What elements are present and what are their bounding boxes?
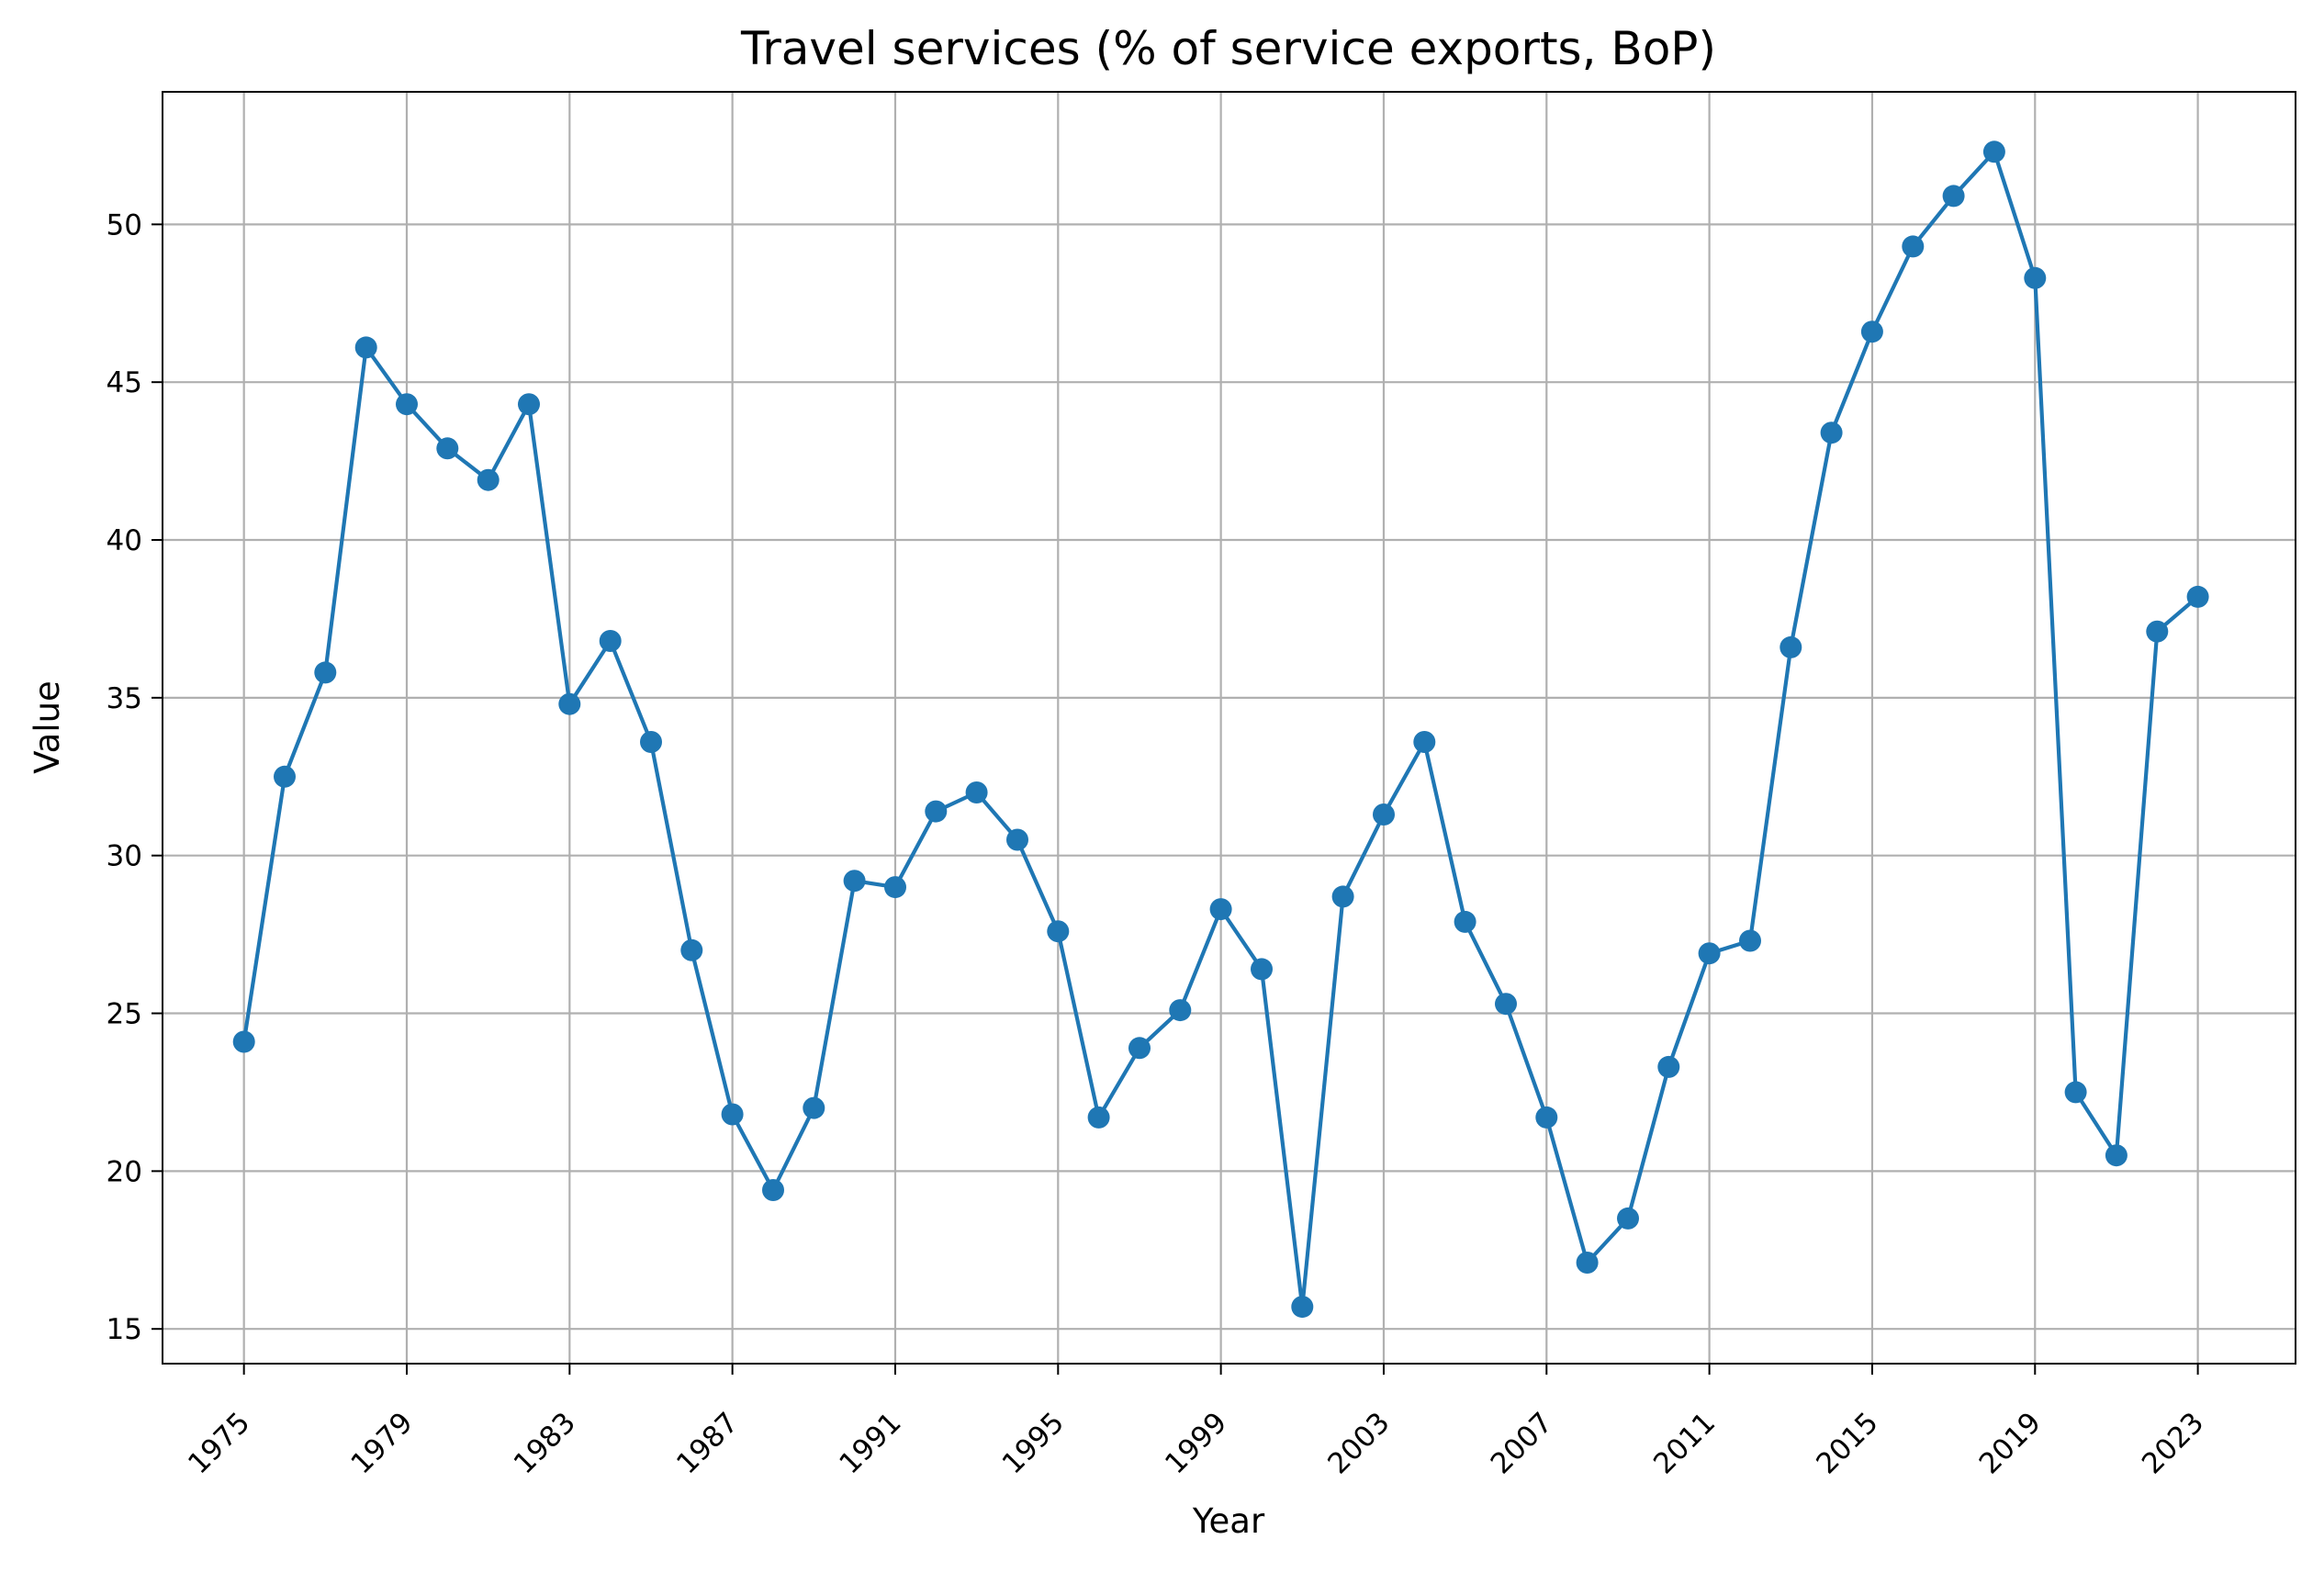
y-tick-label: 25 bbox=[107, 998, 142, 1031]
data-point bbox=[436, 437, 459, 460]
data-point bbox=[1942, 185, 1965, 208]
y-axis-label: Value bbox=[28, 680, 67, 774]
chart-title: Travel services (% of service exports, B… bbox=[740, 22, 1716, 75]
x-tick-label: 1991 bbox=[833, 1406, 907, 1480]
data-point bbox=[1779, 635, 1802, 658]
x-tick-label: 1983 bbox=[508, 1406, 582, 1480]
y-tick-label: 35 bbox=[107, 682, 142, 715]
data-point bbox=[1982, 140, 2005, 163]
x-axis-label: Year bbox=[1192, 1501, 1265, 1541]
data-point bbox=[1698, 942, 1721, 965]
data-point bbox=[1209, 898, 1232, 921]
data-point bbox=[1413, 731, 1436, 753]
data-point bbox=[1331, 885, 1354, 908]
x-tick-label: 2019 bbox=[1973, 1406, 2048, 1480]
data-point bbox=[314, 661, 337, 684]
data-point bbox=[1657, 1055, 1680, 1078]
data-point bbox=[680, 938, 703, 961]
data-point bbox=[599, 630, 622, 652]
data-point bbox=[1373, 803, 1395, 826]
grid bbox=[163, 92, 2296, 1364]
data-point bbox=[1291, 1296, 1314, 1319]
data-point bbox=[1860, 320, 1883, 343]
y-tick-label: 40 bbox=[107, 524, 142, 557]
x-tick-label: 1975 bbox=[182, 1406, 256, 1480]
data-point bbox=[925, 800, 948, 823]
data-point bbox=[1495, 993, 1517, 1016]
y-tick-label: 20 bbox=[107, 1155, 142, 1188]
y-tick-label: 50 bbox=[107, 208, 142, 242]
data-point bbox=[2024, 266, 2047, 289]
y-tick-label: 15 bbox=[107, 1313, 142, 1346]
data-point bbox=[1047, 920, 1070, 943]
data-point bbox=[762, 1179, 784, 1201]
y-tick-label: 30 bbox=[107, 840, 142, 873]
data-point bbox=[518, 393, 540, 416]
data-point bbox=[2105, 1144, 2128, 1167]
data-point bbox=[721, 1103, 744, 1126]
data-point bbox=[884, 876, 906, 899]
data-point bbox=[1576, 1252, 1599, 1274]
data-point bbox=[1820, 421, 1843, 444]
data-point bbox=[1087, 1106, 1110, 1129]
data-point bbox=[2146, 620, 2169, 643]
axis-ticks: 1975 1979 1983 1987 1991 1995 1999 2003 2007 2011… bbox=[107, 208, 2211, 1480]
data-point bbox=[1128, 1037, 1151, 1060]
data-point bbox=[1006, 828, 1028, 851]
x-tick-label: 2011 bbox=[1647, 1406, 1722, 1480]
data-point bbox=[354, 336, 377, 359]
data-point bbox=[843, 870, 866, 893]
data-point bbox=[1169, 999, 1192, 1022]
data-point bbox=[640, 731, 662, 753]
x-tick-label: 1987 bbox=[670, 1406, 745, 1480]
data-point bbox=[558, 692, 581, 715]
x-tick-label: 2007 bbox=[1485, 1406, 1559, 1480]
data-point bbox=[2186, 585, 2209, 608]
x-tick-label: 2015 bbox=[1810, 1406, 1884, 1480]
series-layer bbox=[232, 140, 2209, 1319]
data-point bbox=[965, 781, 988, 803]
plot-frame bbox=[162, 91, 2296, 1365]
x-tick-label: 2003 bbox=[1321, 1406, 1396, 1480]
y-tick-label: 45 bbox=[107, 366, 142, 399]
data-point bbox=[1535, 1106, 1558, 1129]
data-point bbox=[477, 468, 500, 491]
data-point bbox=[1902, 235, 1925, 258]
data-point bbox=[1617, 1207, 1639, 1230]
data-point bbox=[1739, 929, 1761, 952]
data-point bbox=[232, 1030, 255, 1053]
x-tick-label: 1999 bbox=[1159, 1406, 1233, 1480]
x-tick-label: 1995 bbox=[996, 1406, 1071, 1480]
data-point bbox=[1454, 910, 1476, 933]
data-point bbox=[803, 1096, 825, 1119]
x-tick-label: 2023 bbox=[2136, 1406, 2210, 1480]
x-tick-label: 1979 bbox=[344, 1406, 419, 1480]
data-point bbox=[1251, 958, 1273, 981]
data-point bbox=[396, 393, 418, 416]
data-point bbox=[2064, 1081, 2087, 1104]
data-point bbox=[274, 765, 296, 788]
